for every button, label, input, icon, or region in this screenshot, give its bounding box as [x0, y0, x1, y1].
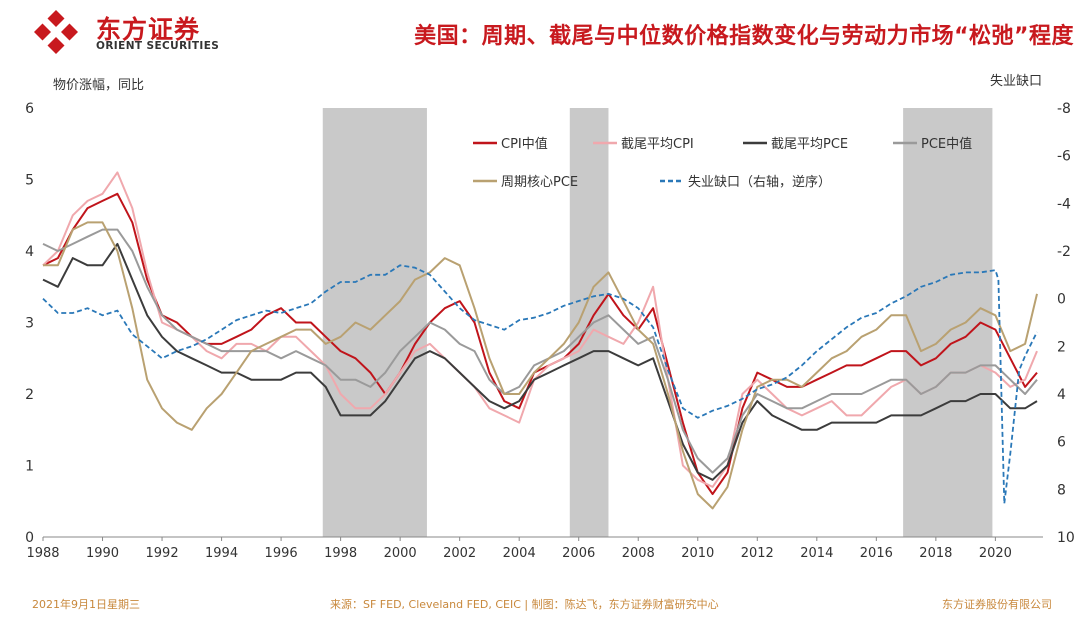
series-line-4 [42, 228, 1038, 474]
x-tick-label-1998: 1998 [324, 546, 357, 561]
page-title: 美国：周期、截尾与中位数价格指数变化与劳动力市场“松弛”程度 [414, 24, 1074, 49]
x-tick-label-2014: 2014 [800, 546, 833, 561]
x-tick-label-2004: 2004 [503, 546, 536, 561]
y-axis-right-label: 失业缺口 [989, 74, 1042, 89]
y-right-tick-label--6: -6 [1057, 149, 1071, 165]
y-right-tick-label-0: 0 [1057, 292, 1066, 308]
x-tick-label-2012: 2012 [741, 546, 774, 561]
recession-band-3 [903, 108, 993, 537]
y-right-tick-label-2: 2 [1057, 339, 1066, 355]
footer-source: 来源：SF FED, Cleveland FED, CEIC | 制图：陈达飞，… [330, 598, 719, 611]
legend-label-1: CPI中值 [501, 136, 548, 152]
x-tick-label-2002: 2002 [443, 546, 476, 561]
series-line-5 [43, 221, 1038, 510]
y-left-tick-label-1: 1 [25, 459, 34, 475]
brand-name-en: ORIENT SECURITIES [96, 40, 220, 52]
y-right-tick-label-4: 4 [1057, 387, 1066, 403]
x-tick-label-2006: 2006 [562, 546, 595, 561]
series-line-6 [42, 264, 1038, 505]
series-line-3 [42, 242, 1038, 481]
y-left-tick-label-3: 3 [25, 316, 34, 332]
recession-band-1 [322, 108, 427, 537]
x-tick-label-1990: 1990 [86, 546, 119, 561]
orient-securities-logo [34, 10, 78, 54]
series-line-2 [42, 171, 1038, 488]
legend-label-3: 截尾平均PCE [771, 137, 848, 152]
legend-label-2: 截尾平均CPI [621, 137, 694, 152]
x-tick-label-2018: 2018 [919, 546, 952, 561]
y-right-tick-label--8: -8 [1057, 101, 1071, 117]
x-tick-label-2016: 2016 [860, 546, 893, 561]
y-left-tick-label-5: 5 [25, 173, 34, 189]
x-tick-label-2008: 2008 [622, 546, 655, 561]
brand-name-cn: 东方证券 [96, 15, 201, 44]
footer-date: 2021年9月1日星期三 [32, 598, 140, 611]
x-tick-label-1994: 1994 [205, 546, 238, 561]
x-tick-label-1992: 1992 [146, 546, 179, 561]
x-tick-label-2010: 2010 [681, 546, 714, 561]
y-left-tick-label-4: 4 [25, 244, 34, 260]
y-axis-left-label: 物价涨幅，同比 [53, 78, 145, 93]
y-right-tick-label--4: -4 [1057, 196, 1071, 212]
series-line-1 [42, 192, 1038, 496]
y-right-tick-label-6: 6 [1057, 435, 1066, 451]
y-right-tick-label--2: -2 [1057, 244, 1071, 260]
legend-label-6: 失业缺口（右轴，逆序） [688, 174, 831, 190]
y-left-tick-label-6: 6 [25, 101, 34, 117]
legend-label-4: PCE中值 [921, 136, 972, 152]
y-left-tick-label-0: 0 [25, 530, 34, 546]
footer-company: 东方证券股份有限公司 [942, 598, 1052, 611]
y-right-tick-label-10: 10 [1057, 530, 1075, 546]
y-left-tick-label-2: 2 [25, 387, 34, 403]
x-tick-label-2020: 2020 [979, 546, 1012, 561]
x-tick-label-2000: 2000 [384, 546, 417, 561]
y-right-tick-label-8: 8 [1057, 482, 1066, 498]
legend-label-5: 周期核心PCE [501, 175, 578, 190]
x-tick-label-1988: 1988 [26, 546, 59, 561]
x-tick-label-1996: 1996 [265, 546, 298, 561]
